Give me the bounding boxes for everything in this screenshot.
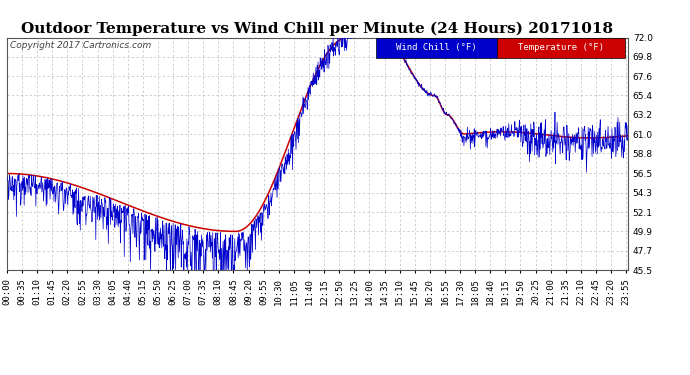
FancyBboxPatch shape — [377, 38, 497, 58]
Text: Copyright 2017 Cartronics.com: Copyright 2017 Cartronics.com — [10, 41, 151, 50]
Text: Temperature (°F): Temperature (°F) — [518, 44, 604, 52]
Text: Wind Chill (°F): Wind Chill (°F) — [396, 44, 477, 52]
Title: Outdoor Temperature vs Wind Chill per Minute (24 Hours) 20171018: Outdoor Temperature vs Wind Chill per Mi… — [21, 22, 613, 36]
FancyBboxPatch shape — [497, 38, 625, 58]
